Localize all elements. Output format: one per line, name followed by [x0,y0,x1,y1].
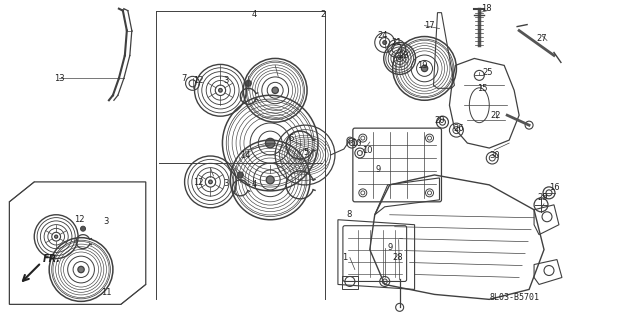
Circle shape [81,226,86,231]
Text: 24: 24 [378,31,388,40]
Text: 8L03-B5701: 8L03-B5701 [489,293,540,302]
Circle shape [383,41,387,45]
Text: 10: 10 [351,138,362,148]
Text: 12: 12 [74,215,84,224]
Circle shape [209,180,212,184]
Text: 1: 1 [342,253,348,262]
Text: 3: 3 [224,179,229,189]
Circle shape [78,266,84,273]
Text: 29: 29 [538,193,548,202]
Text: 14: 14 [240,151,251,160]
Text: 25: 25 [482,68,493,77]
Circle shape [237,172,243,178]
Text: 27: 27 [537,34,547,43]
Text: 3: 3 [224,76,229,85]
Text: 4: 4 [252,10,257,19]
Text: 22: 22 [490,111,500,120]
Circle shape [219,88,222,92]
Circle shape [266,138,275,148]
Text: 9: 9 [375,166,380,174]
Text: 2: 2 [321,10,326,19]
Text: 8: 8 [346,210,351,219]
Circle shape [399,57,401,60]
Text: 5: 5 [303,147,308,157]
Text: 12: 12 [193,178,204,187]
Text: 28: 28 [392,253,403,262]
Text: FR.: FR. [44,254,61,263]
Text: 17: 17 [424,21,435,30]
Text: 18: 18 [481,4,492,13]
Text: 4: 4 [252,180,257,189]
Text: 20: 20 [434,116,445,125]
Text: 21: 21 [392,38,402,47]
Text: 13: 13 [54,74,65,83]
Text: 12: 12 [193,76,204,85]
Text: 23: 23 [398,51,409,60]
Text: 15: 15 [477,84,488,93]
Text: 6: 6 [289,134,294,143]
Circle shape [266,176,274,184]
Text: 30: 30 [489,151,500,160]
Circle shape [421,65,428,71]
Circle shape [245,80,252,86]
Circle shape [272,87,278,93]
Text: 11: 11 [100,288,111,297]
Circle shape [54,235,58,238]
Text: 3: 3 [103,217,109,226]
Text: 7: 7 [181,74,186,83]
Text: 9: 9 [387,243,392,252]
Text: 16: 16 [548,183,559,192]
Text: 26: 26 [453,124,464,133]
Text: 10: 10 [362,145,373,154]
Text: 19: 19 [417,61,428,70]
